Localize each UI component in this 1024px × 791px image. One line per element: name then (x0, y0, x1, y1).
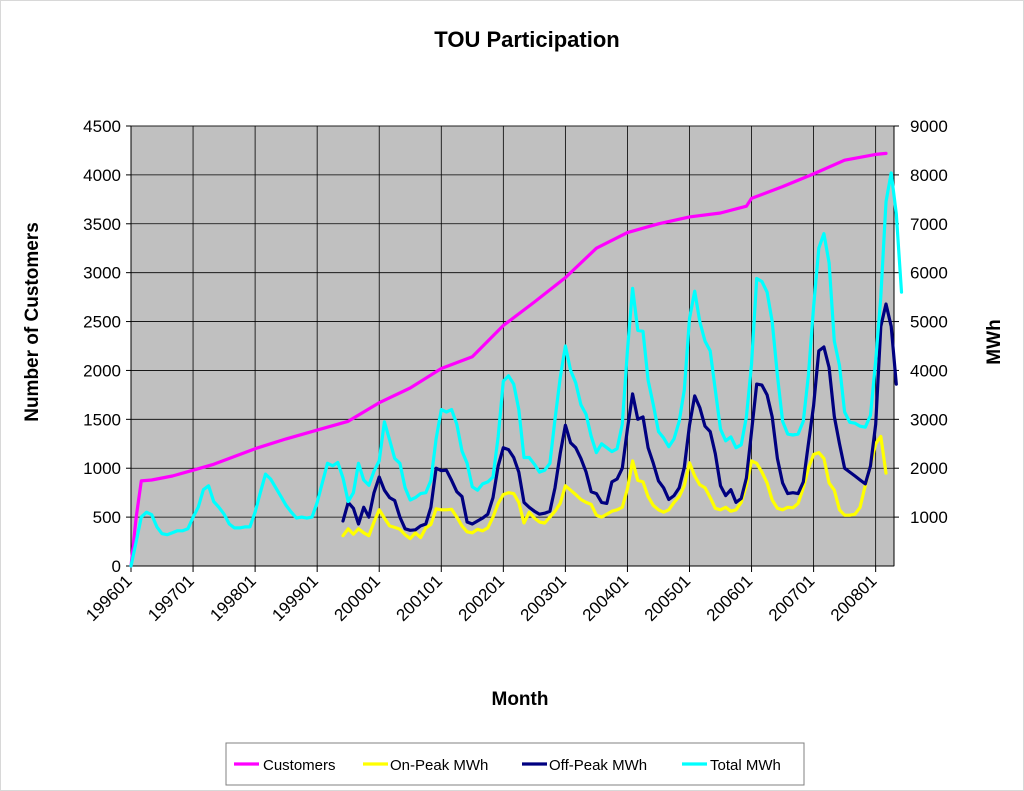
series-line-total-mwh (129, 171, 904, 568)
left-axis-tick-labels: 0 500 1000 1500 2000 2500 3000 3500 4000 4500 (83, 117, 121, 576)
x-tick-label: 199801 (206, 571, 260, 625)
left-axis-title: Number of Customers (22, 222, 43, 422)
x-tick-label: 199901 (268, 571, 322, 625)
right-tick-label: 5000 (910, 313, 948, 332)
right-tick-label: 3000 (910, 410, 948, 429)
left-tick-label: 4000 (83, 166, 121, 185)
horizontal-gridlines (131, 125, 894, 518)
legend-label-customers: Customers (263, 757, 336, 774)
x-tick-label: 200301 (517, 571, 571, 625)
x-axis-tick-labels: 199601 199701 199801 199901 200001 200101 2002… (82, 571, 880, 625)
left-tick-label: 1000 (83, 459, 121, 478)
series-lines (129, 151, 904, 568)
x-tick-label: 199601 (82, 571, 136, 625)
legend-label-off-peak-mwh: Off-Peak MWh (549, 757, 647, 774)
x-tick-label: 200501 (641, 571, 695, 625)
x-tick-label: 200001 (330, 571, 384, 625)
left-tick-label: 0 (112, 557, 121, 576)
right-axis-tick-labels: 1000 2000 3000 4000 5000 6000 7000 8000 9000 (910, 117, 948, 527)
x-tick-label: 200701 (765, 571, 819, 625)
right-tick-label: 6000 (910, 264, 948, 283)
legend-label-on-peak-mwh: On-Peak MWh (390, 757, 488, 774)
legend-box (225, 742, 805, 786)
x-tick-label: 200401 (579, 571, 633, 625)
x-tick-label: 200801 (827, 571, 881, 625)
series-line-customers (129, 151, 888, 568)
series-line-off-peak-mwh (341, 302, 898, 532)
legend-label-total-mwh: Total MWh (710, 757, 781, 774)
legend: Customers On-Peak MWh Off-Peak MWh Total MW… (225, 742, 805, 786)
series-line-on-peak-mwh (341, 434, 888, 541)
left-tick-label: 4500 (83, 117, 121, 136)
left-tick-label: 3500 (83, 215, 121, 234)
left-tick-label: 1500 (83, 410, 121, 429)
left-tick-label: 3000 (83, 264, 121, 283)
right-tick-label: 4000 (910, 361, 948, 380)
plot-area (130, 125, 895, 567)
x-tick-label: 200101 (393, 571, 447, 625)
right-tick-label: 1000 (910, 508, 948, 527)
right-tick-label: 2000 (910, 459, 948, 478)
x-tick-label: 200201 (455, 571, 509, 625)
right-tick-label: 9000 (910, 117, 948, 136)
x-tick-label: 200601 (703, 571, 757, 625)
right-tick-label: 8000 (910, 166, 948, 185)
right-axis-title: MWh (984, 319, 1005, 364)
left-tick-label: 2500 (83, 313, 121, 332)
left-tick-label: 500 (93, 508, 121, 527)
left-tick-label: 2000 (83, 361, 121, 380)
x-tick-label: 199701 (144, 571, 198, 625)
right-tick-label: 7000 (910, 215, 948, 234)
chart-title: TOU Participation (434, 27, 619, 52)
x-axis-title: Month (492, 689, 549, 710)
